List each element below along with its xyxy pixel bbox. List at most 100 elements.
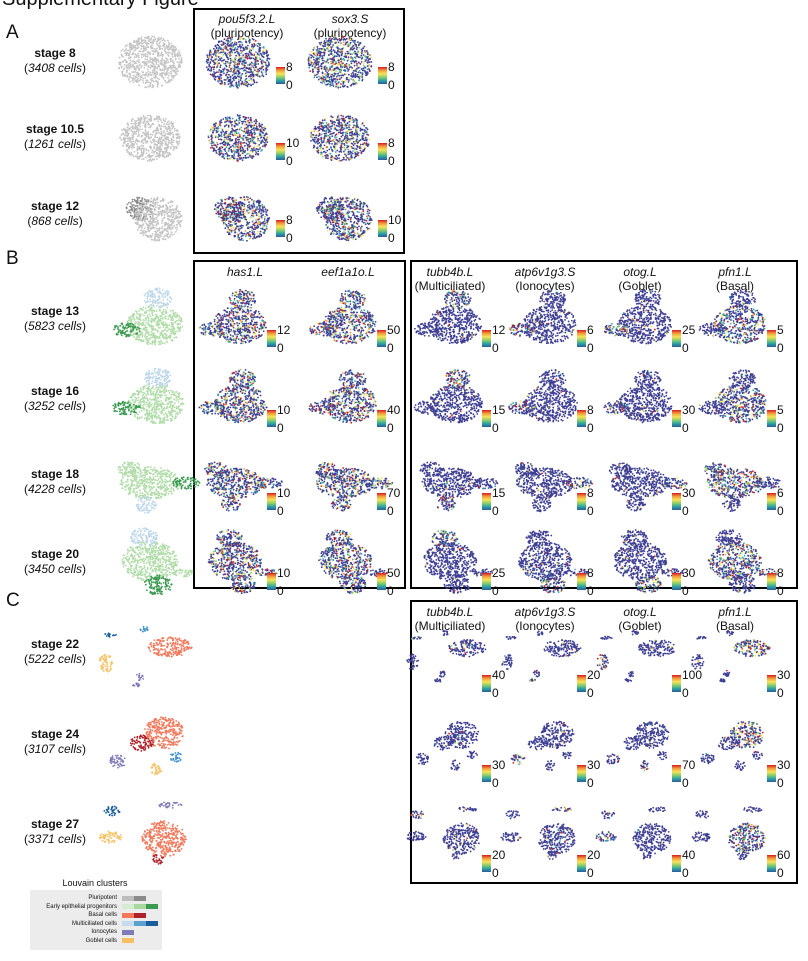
cell-point [343, 138, 346, 141]
cell-point [235, 81, 238, 84]
cell-point [311, 69, 314, 71]
cell-point [357, 50, 359, 53]
cluster-umap [125, 196, 183, 242]
cell-point [346, 135, 349, 137]
cell-point [348, 130, 351, 133]
cell-point [322, 147, 324, 150]
cell-point [251, 65, 254, 67]
cell-point [220, 71, 222, 74]
cell-point [335, 38, 338, 40]
cell-point [145, 133, 148, 136]
cell-point [208, 139, 211, 142]
cell-point [152, 130, 155, 133]
cell-point [349, 152, 351, 154]
cell-point [209, 142, 212, 145]
cell-point [366, 131, 369, 134]
cell-point [161, 121, 163, 124]
cell-point [160, 69, 162, 72]
cell-point [264, 141, 266, 144]
cell-point [144, 132, 147, 135]
cell-point [137, 74, 140, 77]
cell-point [167, 236, 170, 239]
cell-point [233, 204, 236, 207]
cell-point [266, 68, 269, 71]
cell-point [164, 120, 167, 123]
cell-point [330, 146, 333, 149]
cell-point [132, 145, 134, 147]
cell-point [330, 62, 332, 65]
cell-point [332, 74, 335, 77]
cell-point [332, 44, 335, 46]
legend-swatch [122, 895, 134, 901]
cell-point [258, 146, 261, 149]
cell-point [134, 61, 137, 64]
cell-point [136, 201, 139, 204]
cell-point [156, 67, 159, 70]
cell-point [230, 38, 233, 41]
cell-point [246, 148, 249, 151]
cell-point [136, 60, 138, 62]
cell-point [176, 216, 179, 219]
cell-point [363, 142, 366, 144]
cell-point [265, 132, 267, 135]
cell-point [134, 75, 136, 78]
cell-point [334, 148, 336, 150]
cell-point [358, 145, 361, 148]
cell-point [245, 116, 248, 119]
cell-point [243, 127, 246, 130]
cell-point [159, 233, 162, 235]
cell-point [177, 221, 180, 224]
cell-point [217, 56, 220, 58]
cell-point [144, 125, 147, 127]
cell-point [142, 47, 145, 50]
cell-point [141, 53, 144, 56]
cell-point [246, 44, 249, 47]
cell-point [329, 152, 332, 155]
cell-point [347, 70, 349, 72]
cell-point [268, 57, 271, 60]
cell-point [331, 64, 334, 67]
cell-point [136, 214, 139, 217]
cell-point [144, 116, 147, 119]
cell-point [241, 122, 244, 125]
cell-point [153, 197, 155, 200]
cell-cluster [309, 114, 371, 162]
cell-point [356, 150, 358, 153]
cell-point [138, 146, 141, 148]
cell-point [207, 59, 210, 62]
cell-point [341, 140, 343, 143]
cell-point [147, 65, 150, 68]
cell-point [223, 157, 226, 160]
cell-point [337, 122, 339, 124]
cell-point [157, 131, 160, 134]
cell-point [163, 64, 166, 67]
cell-point [249, 154, 251, 157]
cell-point [144, 230, 146, 232]
cell-point [134, 127, 137, 130]
cell-point [153, 40, 155, 42]
cell-point [349, 115, 352, 118]
cell-point [153, 145, 156, 148]
cell-point [237, 132, 240, 134]
cell-point [119, 61, 122, 64]
cell-point [126, 148, 129, 151]
cell-point [233, 64, 236, 67]
cell-point [149, 200, 152, 203]
cell-point [228, 78, 231, 81]
cell-point [150, 78, 152, 81]
cell-point [259, 67, 262, 70]
cell-point [174, 217, 177, 220]
cell-point [262, 75, 265, 78]
cell-point [167, 138, 170, 141]
colorbar-max: 8 [388, 137, 395, 149]
cell-point [141, 227, 143, 229]
cell-point [330, 52, 333, 55]
cell-point [172, 45, 175, 48]
cell-point [235, 82, 238, 85]
cell-point [318, 141, 321, 144]
cell-point [220, 146, 223, 149]
panel-b-left-box [193, 260, 406, 589]
cell-point [312, 61, 315, 64]
cell-point [255, 60, 257, 63]
cell-point [245, 127, 248, 129]
